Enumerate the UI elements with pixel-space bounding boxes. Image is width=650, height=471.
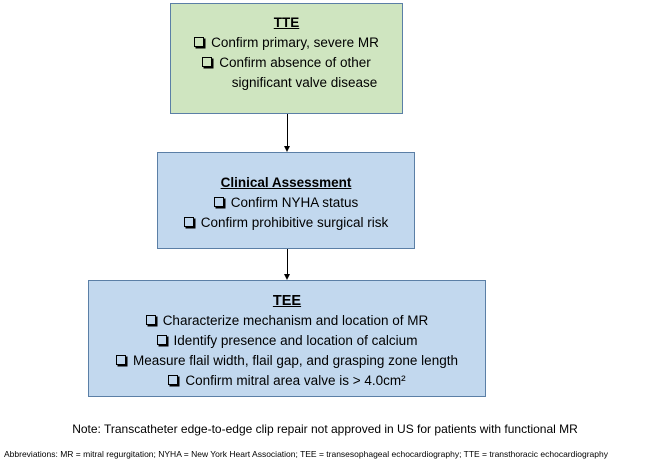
tee-item-1: Characterize mechanism and location of M… <box>89 311 485 331</box>
abbreviations-text: Abbreviations: MR = mitral regurgitation… <box>4 449 608 459</box>
tee-item-4-text: Confirm mitral area valve is > 4.0cm² <box>185 373 406 388</box>
clinical-item-1: Confirm NYHA status <box>158 193 414 213</box>
tee-item-2-text: Identify presence and location of calciu… <box>173 333 418 348</box>
tte-item-1-text: Confirm primary, severe MR <box>211 35 379 50</box>
arrow-down-icon <box>284 114 290 152</box>
note-text: Note: Transcatheter edge-to-edge clip re… <box>72 422 578 436</box>
checkbox-icon <box>194 37 205 47</box>
tte-item-2-text: Confirm absence of other <box>219 55 371 70</box>
checkbox-icon <box>183 217 194 227</box>
arrow-down-icon <box>284 249 290 280</box>
tee-item-3-text: Measure flail width, flail gap, and gras… <box>133 353 458 368</box>
tee-item-4: Confirm mitral area valve is > 4.0cm² <box>89 371 485 391</box>
clinical-item-2: Confirm prohibitive surgical risk <box>158 213 414 233</box>
checkbox-icon <box>202 57 213 67</box>
checkbox-icon <box>156 335 167 345</box>
tte-title: TTE <box>273 15 300 30</box>
clinical-assessment-box: Clinical Assessment Confirm NYHA status … <box>157 152 415 249</box>
checkbox-icon <box>145 315 156 325</box>
clinical-item-1-text: Confirm NYHA status <box>230 195 359 210</box>
checkbox-icon <box>116 355 127 365</box>
clinical-item-2-text: Confirm prohibitive surgical risk <box>200 215 389 230</box>
tte-item-1: Confirm primary, severe MR <box>171 33 402 53</box>
tee-box: TEE Characterize mechanism and location … <box>88 280 486 397</box>
tee-item-2: Identify presence and location of calciu… <box>89 331 485 351</box>
clinical-assessment-title: Clinical Assessment <box>220 175 352 190</box>
checkbox-icon <box>168 375 179 385</box>
tte-item-2-continuation: significant valve disease <box>231 75 378 90</box>
tee-title: TEE <box>272 293 302 309</box>
tee-item-3: Measure flail width, flail gap, and gras… <box>89 351 485 371</box>
checkbox-icon <box>213 197 224 207</box>
tte-box: TTE Confirm primary, severe MR Confirm a… <box>170 3 403 114</box>
tte-item-2: Confirm absence of other <box>171 53 402 73</box>
tee-item-1-text: Characterize mechanism and location of M… <box>162 313 429 328</box>
